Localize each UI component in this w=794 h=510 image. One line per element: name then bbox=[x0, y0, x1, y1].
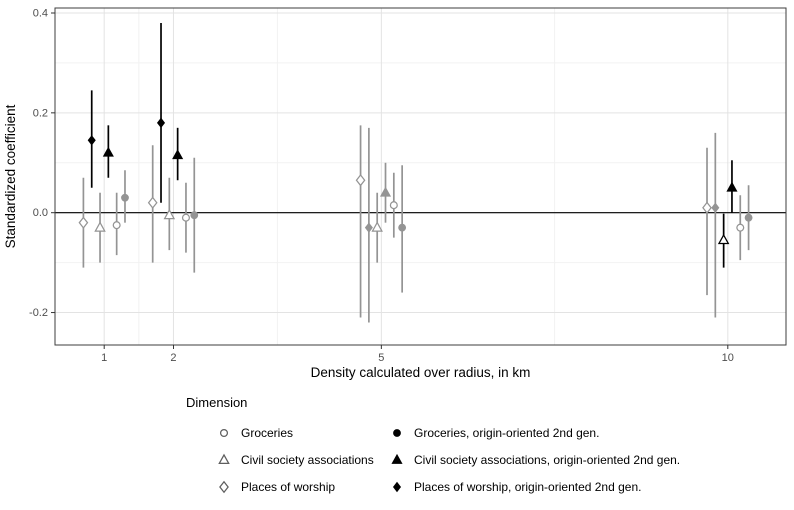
y-tick-label: 0.4 bbox=[33, 7, 48, 19]
legend: Dimension Groceries Civil society associa… bbox=[186, 395, 794, 500]
point-marker-triangle-solid bbox=[726, 181, 738, 192]
legend-title: Dimension bbox=[186, 395, 248, 410]
x-axis-title: Density calculated over radius, in km bbox=[311, 365, 531, 380]
point-marker-diamond-solid bbox=[711, 202, 720, 213]
point-marker-diamond-solid bbox=[156, 117, 166, 129]
triangle-open-icon bbox=[218, 453, 230, 464]
legend-item: Groceries, origin-oriented 2nd gen. bbox=[359, 419, 680, 446]
legend-item-label: Places of worship bbox=[241, 479, 336, 494]
circle-open-icon bbox=[219, 428, 229, 437]
legend-item-label: Civil society associations bbox=[241, 452, 374, 467]
point-marker-triangle-open bbox=[163, 208, 176, 220]
legend-item: Civil society associations, origin-orien… bbox=[359, 446, 680, 473]
y-axis-title: Standardized coefficient bbox=[3, 104, 18, 248]
chart-svg: 1 2 5 10 -0.2 0.0 0.2 0.4 Density calculated ove… bbox=[3, 7, 787, 380]
legend-marker-shape bbox=[391, 453, 403, 464]
x-tick-label: 2 bbox=[170, 352, 176, 364]
point-marker-circle-open bbox=[181, 213, 190, 222]
x-tick-label: 10 bbox=[722, 352, 734, 364]
circle-solid-icon bbox=[393, 428, 401, 437]
y-tick-label: -0.2 bbox=[29, 307, 48, 319]
point-marker-diamond-open bbox=[147, 196, 158, 209]
point-marker-circle-open bbox=[389, 201, 398, 210]
legend-marker-shape bbox=[218, 453, 230, 464]
point-marker-circle-solid bbox=[190, 211, 199, 220]
legend-item-label: Places of worship, origin-oriented 2nd g… bbox=[414, 479, 642, 494]
legend-item-label: Groceries, origin-oriented 2nd gen. bbox=[414, 425, 600, 440]
point-marker-diamond-open bbox=[355, 174, 366, 187]
legend-item-label: Groceries bbox=[241, 425, 294, 440]
point-marker-triangle-open bbox=[717, 233, 730, 245]
legend-marker-shape bbox=[392, 481, 402, 492]
legend-item-label: Civil society associations, origin-orien… bbox=[414, 452, 681, 467]
legend-item: Civil society associations bbox=[186, 446, 374, 473]
legend-marker-shape bbox=[393, 428, 401, 437]
diamond-open-icon bbox=[219, 480, 229, 493]
point-marker-triangle-solid bbox=[102, 146, 114, 157]
point-marker-diamond-solid bbox=[87, 135, 96, 146]
point-marker-diamond-open bbox=[78, 216, 89, 229]
legend-item: Groceries bbox=[186, 419, 359, 446]
point-marker-triangle-open bbox=[94, 221, 106, 232]
panel-border bbox=[54, 7, 787, 346]
x-tick-label: 1 bbox=[101, 352, 107, 364]
legend-item: Places of worship bbox=[186, 473, 359, 500]
legend-column-1: Groceries Civil society associations Place… bbox=[186, 419, 374, 500]
legend-item: Places of worship, origin-oriented 2nd g… bbox=[359, 473, 680, 500]
point-marker-circle-solid bbox=[398, 223, 407, 232]
point-marker-triangle-solid bbox=[379, 186, 392, 197]
point-marker-circle-solid bbox=[744, 213, 753, 222]
point-marker-circle-open bbox=[736, 223, 745, 232]
diamond-solid-icon bbox=[392, 481, 402, 492]
point-marker-diamond-solid bbox=[364, 222, 373, 233]
point-marker-triangle-open bbox=[371, 221, 383, 232]
triangle-solid-icon bbox=[391, 453, 403, 464]
legend-columns: Groceries Civil society associations Place… bbox=[186, 419, 794, 500]
point-marker-circle-open bbox=[112, 221, 121, 230]
legend-marker-shape bbox=[219, 480, 229, 493]
y-tick-label: 0.0 bbox=[33, 207, 48, 219]
y-tick-label: 0.2 bbox=[33, 107, 48, 119]
point-marker-triangle-solid bbox=[172, 149, 184, 160]
x-tick-label: 5 bbox=[378, 352, 384, 364]
point-marker-diamond-open bbox=[702, 201, 712, 214]
legend-column-2: Groceries, origin-oriented 2nd gen. Civil… bbox=[359, 419, 680, 500]
point-marker-circle-solid bbox=[121, 193, 129, 202]
legend-marker-shape bbox=[219, 428, 229, 437]
